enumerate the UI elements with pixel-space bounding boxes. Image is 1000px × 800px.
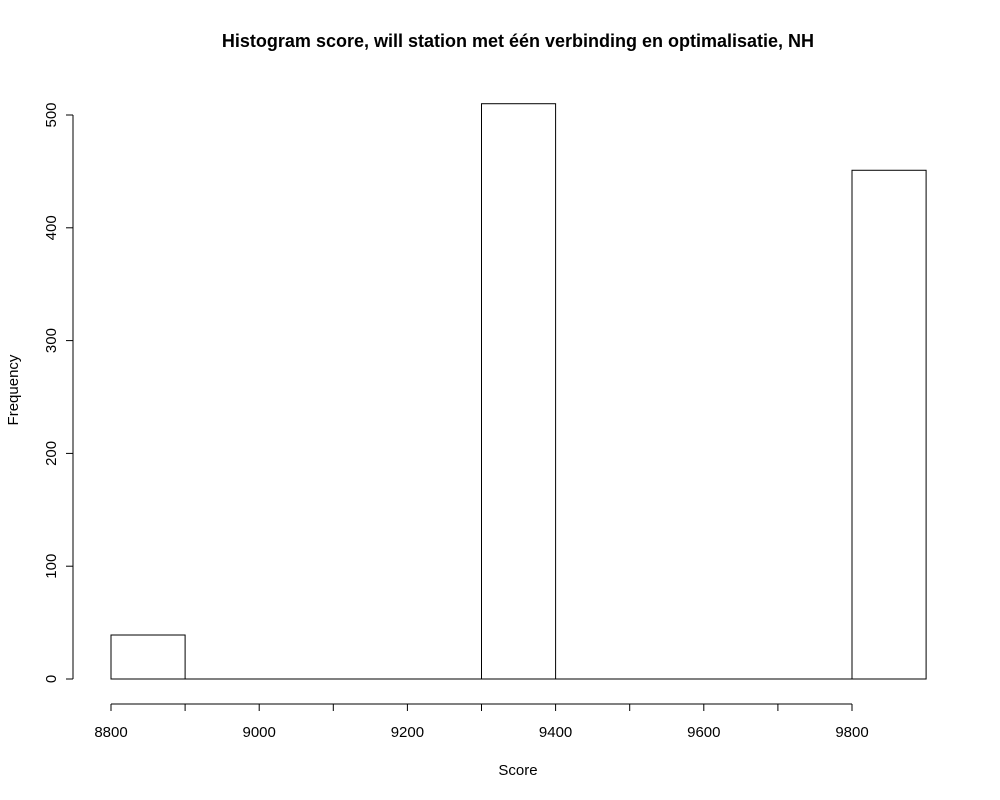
y-axis: 0 100 200 300 400 500 — [43, 102, 74, 683]
x-axis-label: Score — [498, 762, 537, 779]
y-tick-label-2: 200 — [43, 441, 60, 466]
x-tick-label-2: 9200 — [391, 724, 424, 741]
y-tick-label-3: 300 — [43, 328, 60, 353]
y-tick-label-4: 400 — [43, 215, 60, 240]
x-tick-label-0: 8800 — [94, 724, 127, 741]
y-tick-label-5: 500 — [43, 102, 60, 127]
x-tick-label-4: 9600 — [687, 724, 720, 741]
y-axis-label: Frequency — [5, 354, 22, 425]
x-tick-label-5: 9800 — [835, 724, 868, 741]
x-axis: 8800 9000 9200 9400 9600 9800 — [94, 703, 869, 741]
y-tick-label-0: 0 — [43, 675, 60, 683]
x-tick-label-3: 9400 — [539, 724, 572, 741]
histogram-bar-0 — [110, 634, 186, 680]
histogram-bar-10 — [851, 169, 927, 680]
chart-title: Histogram score, will station met één ve… — [222, 31, 814, 51]
y-tick-label-1: 100 — [43, 554, 60, 579]
histogram-bar-5 — [481, 103, 557, 680]
x-tick-label-1: 9000 — [243, 724, 276, 741]
bars-group — [110, 103, 927, 680]
